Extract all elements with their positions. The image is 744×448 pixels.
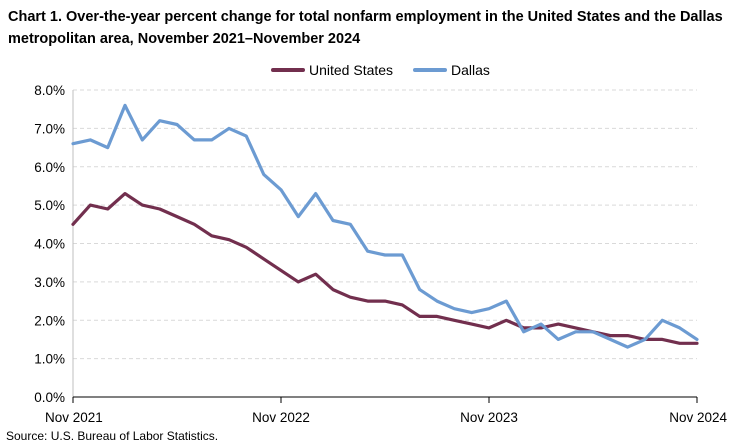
legend-swatch-dallas — [413, 68, 447, 72]
x-tick-label: Nov 2023 — [460, 410, 518, 425]
y-tick-label: 7.0% — [34, 121, 65, 136]
legend: United States Dallas — [0, 60, 744, 80]
series-lines — [71, 103, 699, 349]
y-tick-label: 3.0% — [34, 275, 65, 290]
tick-labels: 0.0% 1.0% 2.0% 3.0% 4.0% 5.0% 6.0% 7.0% 8.0% Nov … — [34, 83, 727, 425]
gridlines — [73, 89, 697, 360]
x-tick-label: Nov 2024 — [669, 410, 727, 425]
chart-title: Chart 1. Over-the-year percent change fo… — [8, 9, 723, 47]
x-tick-label: Nov 2021 — [45, 410, 103, 425]
y-tick-label: 0.0% — [34, 390, 65, 405]
source-note: Source: U.S. Bureau of Labor Statistics. — [6, 429, 219, 443]
legend-item-united-states: United States — [271, 60, 393, 80]
y-tick-label: 6.0% — [34, 160, 65, 175]
y-tick-label: 8.0% — [34, 83, 65, 98]
axes — [72, 90, 698, 403]
legend-label-dallas: Dallas — [451, 62, 490, 78]
y-tick-label: 1.0% — [34, 352, 65, 367]
legend-item-dallas: Dallas — [413, 60, 490, 80]
y-tick-label: 2.0% — [34, 313, 65, 328]
series-line-united-states — [71, 192, 699, 345]
series-line-dallas — [71, 103, 699, 349]
y-tick-label: 4.0% — [34, 237, 65, 252]
legend-swatch-united-states — [271, 68, 305, 72]
x-tick-label: Nov 2022 — [252, 410, 310, 425]
y-tick-label: 5.0% — [34, 198, 65, 213]
legend-label-united-states: United States — [309, 62, 394, 78]
